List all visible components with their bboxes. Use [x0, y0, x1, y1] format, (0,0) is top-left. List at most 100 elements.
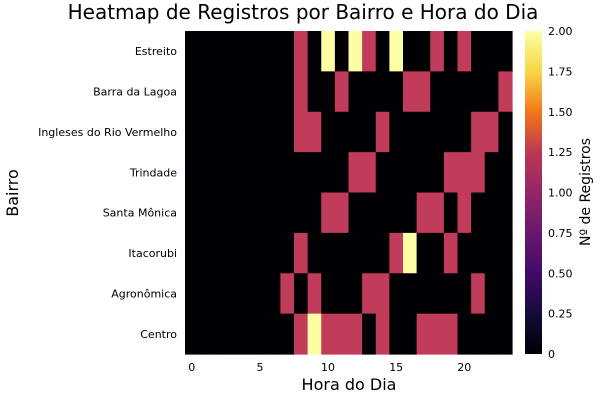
- heatmap-cell: [430, 313, 445, 355]
- heatmap-cell: [280, 71, 295, 113]
- heatmap-cell: [280, 232, 295, 274]
- heatmap-cell: [430, 71, 445, 113]
- heatmap-cell: [375, 273, 390, 315]
- heatmap-cell: [198, 111, 213, 153]
- heatmap-cell: [443, 273, 459, 315]
- heatmap-cell: [185, 152, 200, 194]
- heatmap-cell: [348, 111, 363, 153]
- heatmap-cell: [307, 71, 322, 113]
- heatmap-cell: [457, 232, 472, 274]
- heatmap-cell: [375, 232, 390, 274]
- heatmap-cell: [212, 313, 227, 355]
- heatmap-cell: [321, 313, 336, 355]
- heatmap-cell: [239, 232, 254, 274]
- heatmap-cell: [185, 232, 200, 274]
- heatmap-cell: [266, 31, 281, 72]
- heatmap-cell: [362, 31, 377, 72]
- heatmap-cell: [266, 192, 281, 234]
- heatmap-cell: [362, 313, 377, 355]
- heatmap-cell: [225, 71, 241, 113]
- heatmap-cell: [498, 71, 513, 113]
- heatmap-cell: [294, 192, 309, 234]
- heatmap-cell: [403, 232, 418, 274]
- heatmap-cell: [471, 71, 486, 113]
- heatmap-cell: [471, 232, 486, 274]
- heatmap-cell: [185, 192, 200, 234]
- heatmap-cell: [253, 313, 268, 355]
- heatmap-cell: [389, 232, 404, 274]
- y-tick-label: Barra da Lagoa: [93, 86, 177, 99]
- heatmap-cell: [375, 71, 390, 113]
- heatmap-cell: [484, 232, 499, 274]
- heatmap-cell: [389, 111, 404, 153]
- heatmap-cells: [185, 31, 513, 355]
- heatmap-cell: [471, 192, 486, 234]
- heatmap-cell: [225, 232, 241, 274]
- heatmap-cell: [266, 232, 281, 274]
- heatmap-cell: [416, 71, 431, 113]
- heatmap-cell: [239, 273, 254, 315]
- x-axis-label: Hora do Dia: [302, 375, 397, 394]
- heatmap-cell: [484, 152, 499, 194]
- heatmap-cell: [443, 152, 459, 194]
- heatmap-cell: [253, 111, 268, 153]
- heatmap-cell: [430, 31, 445, 72]
- heatmap-cell: [348, 31, 363, 72]
- heatmap-cell: [430, 273, 445, 315]
- heatmap-cell: [457, 192, 472, 234]
- heatmap-cell: [348, 273, 363, 315]
- heatmap-cell: [375, 192, 390, 234]
- y-tick-label: Trindade: [129, 166, 177, 179]
- heatmap-cell: [212, 152, 227, 194]
- colorbar-tick-label: 1.50: [548, 106, 573, 119]
- colorbar-tick-label: 1.75: [548, 65, 573, 78]
- heatmap-cell: [430, 111, 445, 153]
- heatmap-cell: [443, 313, 459, 355]
- heatmap-cell: [212, 31, 227, 72]
- heatmap-cell: [294, 111, 309, 153]
- heatmap-cell: [362, 232, 377, 274]
- heatmap-cell: [280, 313, 295, 355]
- heatmap-cell: [307, 313, 322, 355]
- heatmap-cell: [321, 152, 336, 194]
- colorbar-tick-label: 0.50: [548, 267, 573, 280]
- heatmap-cell: [334, 273, 350, 315]
- heatmap-cell: [280, 152, 295, 194]
- heatmap-cell: [321, 232, 336, 274]
- heatmap-cell: [471, 313, 486, 355]
- colorbar-label: Nº de Registros: [578, 138, 594, 246]
- heatmap-cell: [389, 273, 404, 315]
- heatmap-cell: [498, 111, 513, 153]
- heatmap-cell: [239, 71, 254, 113]
- heatmap-cell: [403, 192, 418, 234]
- heatmap-cell: [225, 313, 241, 355]
- heatmap-cell: [212, 273, 227, 315]
- heatmap-cell: [348, 232, 363, 274]
- heatmap-cell: [239, 313, 254, 355]
- heatmap-cell: [362, 273, 377, 315]
- heatmap-cell: [348, 71, 363, 113]
- heatmap-cell: [389, 71, 404, 113]
- heatmap-cell: [498, 31, 513, 72]
- heatmap-cell: [239, 192, 254, 234]
- heatmap-cell: [416, 273, 431, 315]
- heatmap-cell: [348, 313, 363, 355]
- heatmap-cell: [321, 31, 336, 72]
- y-tick-labels: Estreito Barra da Lagoa Ingleses do Rio Ve…: [38, 45, 177, 341]
- heatmap-cell: [484, 31, 499, 72]
- heatmap-cell: [198, 232, 213, 274]
- heatmap-cell: [321, 111, 336, 153]
- colorbar-tick-labels: 2.00 1.75 1.50 1.25 1.00 0.75 0.50 0.25 0: [548, 25, 573, 361]
- colorbar-tick-label: 0.75: [548, 227, 573, 240]
- heatmap-cell: [403, 31, 418, 72]
- heatmap-cell: [334, 71, 350, 113]
- heatmap-cell: [457, 111, 472, 153]
- y-tick-label: Santa Mônica: [103, 207, 177, 220]
- heatmap-cell: [225, 111, 241, 153]
- chart-title: Heatmap de Registros por Bairro e Hora d…: [68, 0, 539, 24]
- heatmap-cell: [334, 192, 350, 234]
- heatmap-cell: [375, 111, 390, 153]
- heatmap-cell: [253, 273, 268, 315]
- heatmap-cell: [416, 31, 431, 72]
